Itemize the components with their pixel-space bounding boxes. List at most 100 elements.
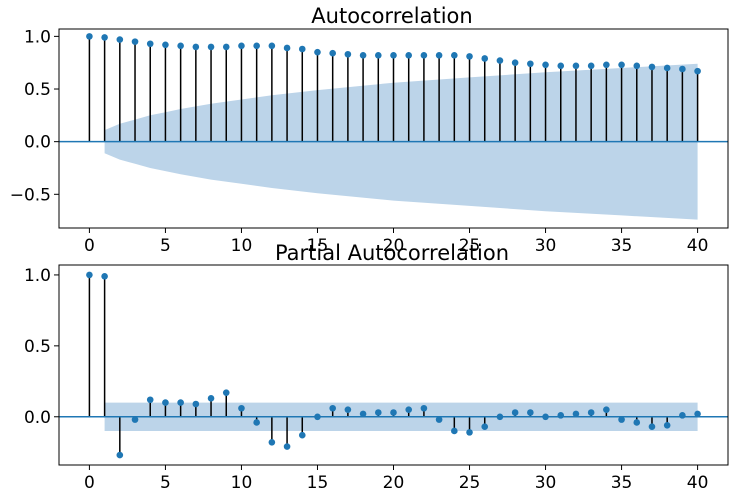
acf-point bbox=[177, 42, 184, 50]
acf-point bbox=[359, 52, 367, 59]
pacf-axes-frame bbox=[58, 264, 729, 466]
pacf-xtick-label: 10 bbox=[231, 473, 253, 493]
pacf-point bbox=[359, 410, 367, 418]
acf-ytick-label: −0.5 bbox=[10, 185, 51, 205]
pacf-panel: 0 5 10 15 20 25 30 35 40 0.0 0.5 1.0 Partial Autocor… bbox=[24, 241, 729, 493]
pacf-point bbox=[86, 271, 93, 279]
acf-point bbox=[557, 62, 565, 70]
acf-xtick-label: 30 bbox=[535, 236, 557, 256]
pacf-point bbox=[405, 406, 413, 413]
acf-point bbox=[496, 57, 504, 64]
pacf-point bbox=[283, 443, 291, 450]
acf-point bbox=[162, 41, 169, 49]
acf-ytick-label: 0.5 bbox=[24, 80, 51, 100]
acf-point bbox=[116, 36, 124, 43]
acf-point bbox=[268, 42, 276, 50]
pacf-point bbox=[466, 429, 473, 436]
pacf-point bbox=[542, 413, 549, 421]
pacf-ytick-label: 0.0 bbox=[24, 408, 51, 428]
acf-point bbox=[329, 49, 336, 57]
acf-xtick-label: 10 bbox=[231, 236, 253, 256]
pacf-point bbox=[253, 419, 260, 426]
acf-point bbox=[481, 55, 489, 62]
pacf-point bbox=[101, 273, 108, 280]
acf-point bbox=[511, 59, 519, 66]
acf-xtick-label: 25 bbox=[459, 236, 481, 256]
acf-point bbox=[618, 61, 625, 69]
pacf-point bbox=[222, 389, 230, 396]
pacf-point bbox=[420, 404, 428, 412]
pacf-point bbox=[146, 396, 154, 404]
pacf-xtick-label: 15 bbox=[307, 473, 329, 493]
acf-point bbox=[283, 44, 291, 52]
pacf-point bbox=[374, 409, 382, 416]
pacf-point bbox=[603, 406, 610, 413]
acf-xtick-label: 35 bbox=[611, 236, 633, 256]
acf-point bbox=[405, 52, 413, 59]
pacf-point bbox=[496, 413, 504, 421]
pacf-point bbox=[481, 423, 489, 431]
acf-point bbox=[679, 65, 686, 73]
acf-point bbox=[587, 62, 595, 70]
pacf-point bbox=[435, 416, 443, 423]
acf-point bbox=[420, 52, 428, 59]
acf-point bbox=[466, 53, 473, 60]
acf-xtick-label: 20 bbox=[383, 236, 405, 256]
acf-ytick-label: 1.0 bbox=[24, 27, 51, 47]
pacf-point bbox=[633, 419, 641, 426]
acf-title: Autocorrelation bbox=[311, 4, 472, 28]
pacf-point bbox=[663, 421, 671, 429]
pacf-xtick-label: 25 bbox=[459, 473, 481, 493]
pacf-point bbox=[587, 409, 595, 416]
acf-point bbox=[344, 50, 352, 58]
acf-xtick-label: 15 bbox=[307, 236, 329, 256]
pacf-point bbox=[238, 404, 245, 412]
acf-point bbox=[222, 43, 230, 51]
pacf-ytick-label: 0.5 bbox=[24, 337, 51, 357]
pacf-point bbox=[177, 399, 184, 406]
pacf-point bbox=[116, 451, 124, 459]
pacf-xtick-label: 35 bbox=[611, 473, 633, 493]
pacf-xtick-label: 40 bbox=[687, 473, 709, 493]
pacf-point bbox=[162, 399, 169, 406]
acf-point bbox=[207, 43, 215, 51]
acf-point bbox=[192, 43, 200, 51]
acf-xtick-label: 0 bbox=[84, 236, 95, 256]
acf-xtick-label: 40 bbox=[687, 236, 709, 256]
pacf-xtick-label: 5 bbox=[160, 473, 171, 493]
acf-ytick-label: 0.0 bbox=[24, 133, 51, 153]
pacf-point bbox=[268, 439, 276, 446]
pacf-title: Partial Autocorrelation bbox=[275, 241, 509, 265]
pacf-point bbox=[451, 427, 458, 435]
pacf-point bbox=[648, 423, 656, 431]
acf-panel: 0 5 10 15 20 25 30 35 40 −0.5 0.0 0.5 1.0 Autocorrela… bbox=[10, 4, 729, 256]
pacf-point bbox=[618, 416, 625, 423]
acf-xtick-label: 5 bbox=[160, 236, 171, 256]
pacf-xtick-label: 20 bbox=[383, 473, 405, 493]
acf-point bbox=[542, 61, 549, 69]
acf-point bbox=[86, 33, 93, 40]
pacf-point bbox=[390, 409, 397, 416]
acf-point bbox=[390, 52, 397, 59]
acf-point bbox=[146, 40, 154, 48]
acf-point bbox=[633, 62, 641, 70]
acf-point bbox=[314, 48, 321, 56]
acf-point bbox=[451, 52, 458, 59]
pacf-point bbox=[694, 410, 701, 418]
pacf-point bbox=[131, 416, 139, 423]
acf-point bbox=[694, 67, 701, 75]
acf-point bbox=[572, 62, 580, 70]
pacf-point bbox=[314, 413, 321, 421]
pacf-point bbox=[679, 412, 686, 419]
pacf-point bbox=[207, 395, 215, 402]
pacf-point bbox=[527, 409, 534, 416]
acf-point bbox=[663, 64, 671, 72]
acf-point bbox=[253, 42, 260, 50]
acf-point bbox=[131, 38, 139, 45]
pacf-point bbox=[192, 400, 200, 408]
acf-point bbox=[648, 63, 656, 71]
pacf-point bbox=[511, 409, 519, 416]
acf-point bbox=[374, 52, 382, 59]
pacf-point bbox=[572, 410, 580, 418]
